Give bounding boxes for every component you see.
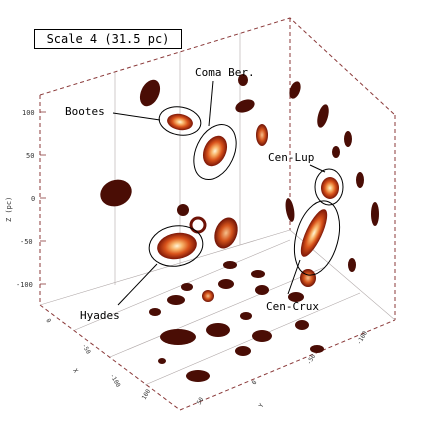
z-tick-0: 0 <box>31 195 35 203</box>
scale-label: Scale 4 (31.5 pc) <box>34 29 182 49</box>
label-cenlup: Cen-Lup <box>268 151 314 164</box>
blob <box>285 198 295 222</box>
blob <box>181 283 193 291</box>
cenlup-core <box>321 177 339 199</box>
label-bootes: Bootes <box>65 105 105 118</box>
hyades-outline <box>148 225 204 267</box>
blob <box>289 81 301 99</box>
bootes-core <box>167 113 193 131</box>
y-tick-100: 100 <box>141 388 153 401</box>
coma-outline <box>193 124 237 180</box>
blob <box>167 295 185 305</box>
blob <box>158 358 166 364</box>
blob <box>223 261 237 269</box>
small-core <box>202 290 214 302</box>
x-axis: 0 -50 -100 X <box>44 318 121 389</box>
y-axis-label: Y <box>258 402 266 409</box>
blob <box>240 312 252 320</box>
hyades-leader <box>117 263 158 306</box>
hyades-core <box>157 232 197 260</box>
cenlup-leader <box>309 164 326 173</box>
y-tick-neg50: -50 <box>306 353 318 366</box>
y-tick-0: 0 <box>251 379 259 386</box>
x-tick-neg100: -100 <box>108 373 121 389</box>
blob <box>100 179 132 207</box>
blob <box>310 345 324 353</box>
cencrux-leader <box>287 259 301 295</box>
z-tick-100: 100 <box>22 109 35 117</box>
leader-lines <box>112 80 326 306</box>
group-outlines <box>148 106 344 276</box>
blob <box>186 370 210 382</box>
z-axis: 100 50 0 -50 -100 Z (pc) <box>5 109 46 289</box>
z-axis-label: Z (pc) <box>5 197 13 222</box>
blob <box>371 202 379 226</box>
blob <box>348 258 356 272</box>
blob <box>160 329 196 345</box>
blob <box>332 146 340 158</box>
hot-cores <box>157 113 339 302</box>
hyades-side-core <box>214 217 238 249</box>
label-cencrux: Cen-Crux <box>266 300 319 313</box>
x-tick-neg50: -50 <box>80 343 92 356</box>
ring-core <box>189 216 207 234</box>
label-coma: Coma Ber. <box>195 66 255 79</box>
dark-blobs <box>100 74 379 382</box>
cencrux-core <box>300 209 328 257</box>
group-labels: Bootes Coma Ber. Cen-Lup Hyades Cen-Crux <box>65 66 319 322</box>
cencrux-outline <box>293 200 341 276</box>
blob <box>255 285 269 295</box>
label-hyades: Hyades <box>80 309 120 322</box>
blob <box>235 346 251 356</box>
blob <box>288 292 304 302</box>
x-tick-0: 0 <box>44 318 52 325</box>
blob <box>344 131 352 147</box>
z-tick-neg100: -100 <box>16 281 33 289</box>
coma-core <box>202 135 228 167</box>
blob <box>238 74 248 86</box>
blob <box>218 279 234 289</box>
y-tick-neg100: -100 <box>356 330 369 346</box>
bootes-leader <box>112 112 161 121</box>
blob <box>356 172 364 188</box>
coma-leader <box>208 80 214 127</box>
blob <box>251 270 265 278</box>
blob <box>295 320 309 330</box>
x-axis-label: X <box>71 368 79 375</box>
bootes-outline <box>158 106 202 136</box>
y-tick-50: 50 <box>196 396 206 406</box>
z-tick-50: 50 <box>26 152 34 160</box>
blob <box>177 204 189 216</box>
z-tick-neg50: -50 <box>20 238 33 246</box>
blob <box>149 308 161 316</box>
blob <box>317 104 329 128</box>
cenlup-outline <box>314 168 344 206</box>
blob <box>252 330 272 342</box>
blob <box>235 99 255 113</box>
blob <box>206 323 230 337</box>
coma-side-core <box>256 124 268 146</box>
blob <box>139 79 161 107</box>
